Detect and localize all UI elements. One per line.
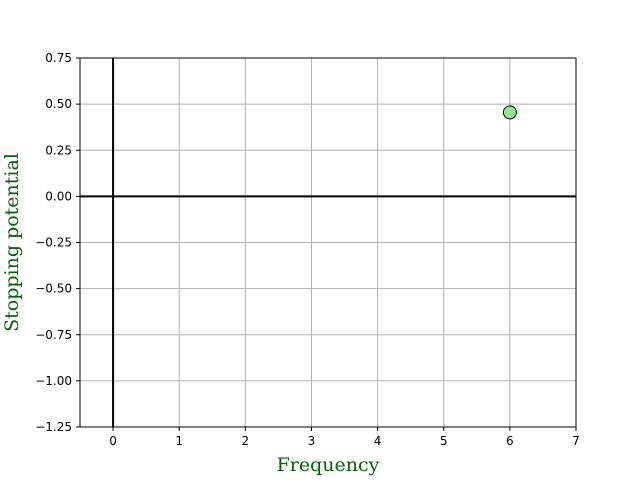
- x-axis-ticks: 0 1 2 3 4 5 6 7: [109, 427, 580, 448]
- x-tick-label: 6: [506, 434, 514, 448]
- y-tick-label: −1.25: [35, 420, 72, 434]
- y-axis-ticks: 0.75 0.50 0.25 0.00 −0.25 −0.50 −0.75 −1.00 −1.2…: [35, 51, 80, 434]
- x-tick-label: 1: [175, 434, 183, 448]
- data-points: [502, 105, 517, 120]
- reference-lines: [80, 58, 576, 427]
- y-tick-label: 0.00: [45, 189, 72, 203]
- data-point: [502, 105, 517, 120]
- y-tick-label: 0.50: [45, 97, 72, 111]
- x-tick-label: 3: [308, 434, 316, 448]
- y-tick-label: −1.00: [35, 374, 72, 388]
- y-tick-label: −0.50: [35, 282, 72, 296]
- x-axis-label: Frequency: [277, 454, 380, 476]
- y-tick-label: 0.75: [45, 51, 72, 65]
- x-tick-label: 0: [109, 434, 117, 448]
- y-tick-label: −0.25: [35, 236, 72, 250]
- x-tick-label: 7: [572, 434, 580, 448]
- x-tick-label: 5: [440, 434, 448, 448]
- y-axis-label: Stopping potential: [1, 153, 23, 332]
- y-tick-label: −0.75: [35, 328, 72, 342]
- x-tick-label: 2: [242, 434, 250, 448]
- x-tick-label: 4: [374, 434, 382, 448]
- y-tick-label: 0.25: [45, 143, 72, 157]
